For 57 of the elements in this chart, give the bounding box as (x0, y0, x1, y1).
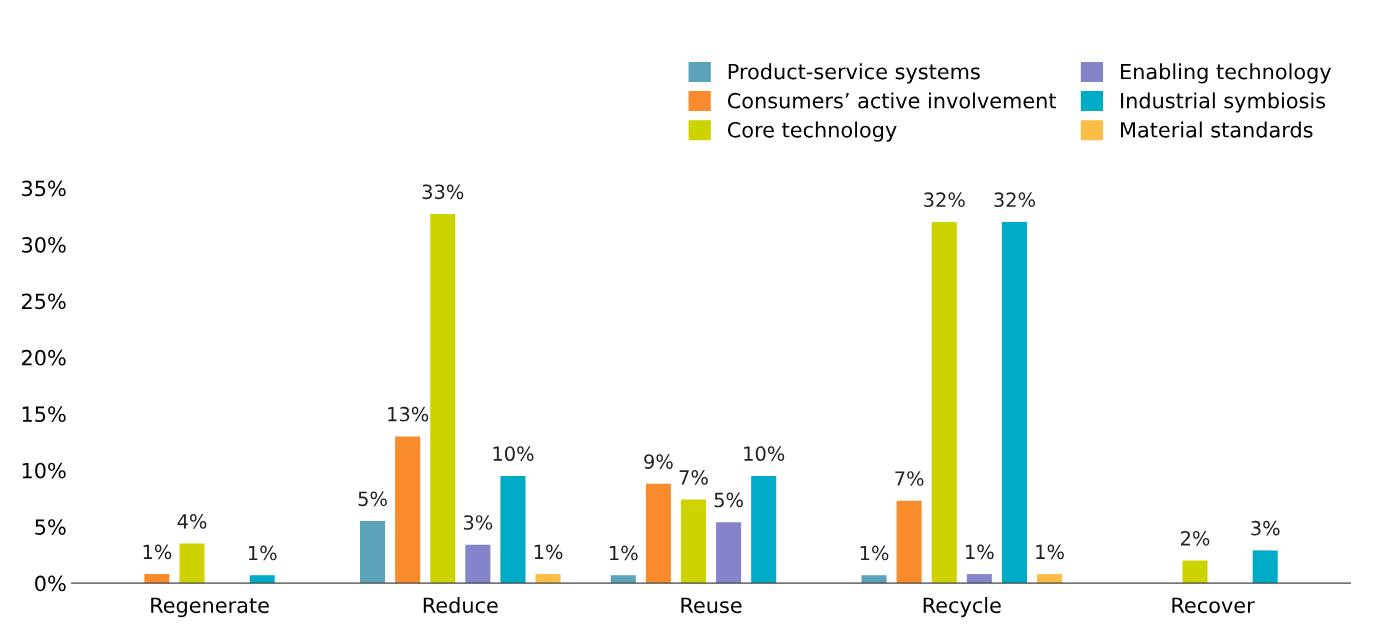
data-label: 3% (1251, 520, 1280, 536)
y-tick-label: 15% (22, 406, 66, 423)
bar (1252, 550, 1278, 584)
legend-label: Core technology (727, 121, 897, 142)
data-label: 1% (1036, 544, 1064, 560)
y-tick-label: 30% (22, 236, 66, 253)
bar (465, 544, 491, 584)
bar (179, 543, 205, 584)
bar (1001, 221, 1027, 584)
data-label: 2% (1180, 530, 1210, 546)
data-label: 9% (644, 454, 673, 469)
data-label: 13% (388, 406, 429, 422)
data-label: 1% (610, 545, 638, 561)
data-label: 4% (177, 514, 207, 529)
data-label: 32% (924, 192, 965, 208)
data-label: 1% (534, 544, 563, 560)
y-tick-label: 25% (22, 293, 66, 310)
x-tick-label: Regenerate (151, 597, 269, 618)
bar (500, 475, 526, 584)
y-tick-label: 20% (22, 349, 66, 366)
data-label: 32% (994, 192, 1035, 208)
data-label: 33% (422, 184, 464, 200)
x-tick-label: Recycle (923, 597, 1001, 618)
data-label: 7% (679, 470, 708, 485)
bar (861, 575, 887, 584)
data-label: 5% (358, 491, 387, 507)
data-label: 10% (493, 446, 534, 462)
legend-label: Product-service systems (728, 63, 980, 84)
y-tick-label: 0% (35, 575, 66, 592)
data-label: 1% (248, 545, 277, 561)
bar (680, 499, 707, 584)
data-label: 5% (714, 492, 743, 508)
data-label: 3% (463, 515, 493, 530)
bar (360, 521, 386, 584)
y-tick-label: 5% (35, 519, 66, 535)
data-label: 10% (744, 446, 785, 462)
x-tick-label: Reduce (423, 597, 498, 614)
legend-label: Material standards (1121, 121, 1313, 138)
data-label: 1% (143, 544, 172, 560)
data-label: 7% (895, 471, 924, 486)
legend-label: Enabling technology (1121, 63, 1332, 84)
data-label: 1% (860, 545, 889, 561)
bar (430, 214, 456, 584)
x-tick-label: Recover (1172, 597, 1255, 614)
bar (645, 483, 671, 584)
bar (896, 500, 922, 584)
bar (395, 436, 421, 584)
bar (1182, 560, 1208, 584)
legend-label: Industrial symbiosis (1121, 92, 1326, 113)
bar (751, 475, 777, 584)
legend-label: Consumers’ active involvement (727, 92, 1057, 109)
bar (716, 522, 742, 584)
y-tick-label: 35% (22, 180, 66, 197)
data-label: 1% (966, 544, 994, 560)
y-tick-label: 10% (22, 462, 66, 479)
x-tick-label: Reuse (681, 597, 742, 614)
bar (931, 221, 957, 584)
